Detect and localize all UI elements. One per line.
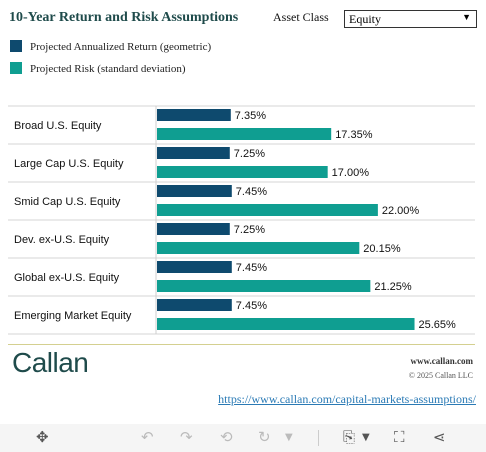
category-label: Global ex-U.S. Equity [14,272,120,284]
return-data-label: 7.25% [234,148,265,160]
share-icon[interactable]: ⋖ [433,428,446,446]
risk-bar [157,280,371,292]
toolbar: ✥ ↶ ↷ ⟲ ↻ ▼ ⎘ ▼ ⛶ ⋖ [0,424,486,452]
risk-data-label: 22.00% [382,205,420,217]
asset-class-select[interactable]: Equity ▼ [344,10,477,28]
asset-class-value: Equity [349,12,381,26]
fullscreen-icon[interactable]: ⛶ [394,428,405,446]
risk-data-label: 20.15% [363,243,401,255]
return-data-label: 7.45% [236,186,267,198]
risk-data-label: 17.00% [332,167,370,179]
legend-swatch-return [10,40,22,52]
return-data-label: 7.25% [234,224,265,236]
capital-markets-link[interactable]: https://www.callan.com/capital-markets-a… [218,392,476,406]
risk-bar [157,242,360,254]
legend-label-risk: Projected Risk (standard deviation) [30,63,186,75]
category-label: Emerging Market Equity [14,310,132,322]
legend-item-risk[interactable]: Projected Risk (standard deviation) [10,62,186,75]
return-bar [157,185,232,197]
legend-label-return: Projected Annualized Return (geometric) [30,41,212,53]
risk-data-label: 25.65% [419,319,457,331]
dropdown-arrow-icon: ▼ [462,12,471,22]
return-data-label: 7.35% [235,110,266,122]
risk-bar [157,318,415,330]
return-data-label: 7.45% [236,262,267,274]
undo-icon[interactable]: ↶ [141,428,154,446]
return-bar [157,223,230,235]
refresh-icon[interactable]: ↻ [258,428,271,446]
bar-chart: Broad U.S. Equity 7.35% 17.35% Large Cap U.… [8,105,475,345]
risk-data-label: 21.25% [374,281,412,293]
download-icon[interactable]: ⎘ [343,428,356,446]
legend-item-return[interactable]: Projected Annualized Return (geometric) [10,40,211,53]
callan-logo: Callan [12,347,89,378]
risk-bar [157,204,378,216]
revert-icon[interactable]: ⟲ [220,428,233,446]
asset-class-label: Asset Class [273,10,329,24]
return-bar [157,261,232,273]
risk-bar [157,166,328,178]
refresh-dropdown-icon[interactable]: ▼ [285,432,293,443]
footer-copyright: © 2025 Callan LLC [408,371,473,380]
return-bar [157,109,231,121]
return-bar [157,299,232,311]
category-label: Smid Cap U.S. Equity [14,196,121,208]
toolbar-divider [318,430,319,446]
risk-bar [157,128,332,140]
category-label: Large Cap U.S. Equity [14,158,124,170]
category-label: Broad U.S. Equity [14,120,102,132]
return-data-label: 7.45% [236,300,267,312]
legend-swatch-risk [10,62,22,74]
footer-url: www.callan.com [410,356,474,366]
return-bar [157,147,230,159]
category-label: Dev. ex-U.S. Equity [14,234,110,246]
move-icon[interactable]: ✥ [36,428,49,446]
chart-title: 10-Year Return and Risk Assumptions [9,10,239,25]
download-dropdown-icon[interactable]: ▼ [362,432,370,443]
risk-data-label: 17.35% [335,129,373,141]
redo-icon[interactable]: ↷ [180,428,193,446]
